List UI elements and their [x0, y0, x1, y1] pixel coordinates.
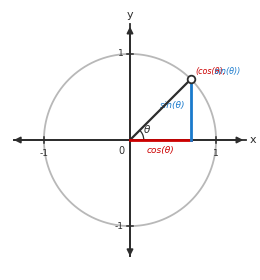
Text: 1: 1	[213, 149, 219, 158]
Text: sin(θ)): sin(θ))	[212, 67, 240, 76]
Text: x: x	[250, 135, 256, 145]
Text: -1: -1	[40, 149, 48, 158]
Text: 1: 1	[118, 50, 124, 59]
Text: (cos(θ),: (cos(θ),	[195, 67, 225, 76]
Text: sin(θ): sin(θ)	[160, 101, 186, 110]
Text: y: y	[127, 10, 133, 20]
Text: -1: -1	[115, 221, 124, 230]
Text: θ: θ	[144, 125, 150, 135]
Text: 0: 0	[119, 146, 125, 156]
Text: cos(θ): cos(θ)	[147, 146, 174, 155]
